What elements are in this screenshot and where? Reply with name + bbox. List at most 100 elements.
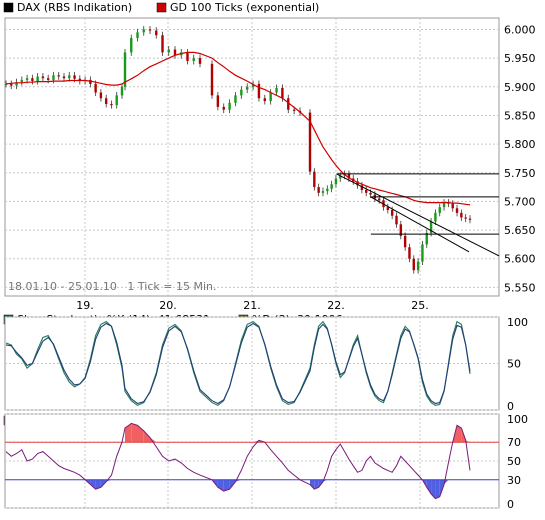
trendline <box>336 173 500 257</box>
candle-body <box>386 207 390 211</box>
range-note: 18.01.10 - 25.01.10 1 Tick = 15 Min. <box>8 280 217 293</box>
candle-body <box>161 35 164 53</box>
candle-body <box>334 178 338 185</box>
y-tick-label: 5.800 <box>504 138 536 151</box>
y-tick-label: 30 <box>507 474 521 487</box>
candle-body <box>57 75 60 77</box>
x-tick-label: 21. <box>243 299 261 312</box>
candle-body <box>412 258 415 271</box>
candle-body <box>408 247 411 259</box>
candle-body <box>421 244 424 262</box>
legend-label: DAX (RBS Indikation) <box>17 1 132 14</box>
y-tick-label: 5.650 <box>504 224 536 237</box>
rsi-panel: 100 70 50 30 0 <box>4 413 528 511</box>
x-tick-label: 19. <box>76 299 94 312</box>
y-tick-label: 5.600 <box>504 253 536 266</box>
candle-body <box>216 95 220 107</box>
stochastic-panel: 100 50 0 <box>4 316 528 413</box>
y-tick-label: 70 <box>507 436 521 449</box>
rsi-oversold-fill <box>90 479 96 490</box>
y-tick-label: 100 <box>507 316 528 329</box>
candle-body <box>234 95 237 103</box>
candle-body <box>395 215 398 225</box>
candle-body <box>321 191 325 193</box>
rsi-oversold-fill <box>435 479 440 499</box>
y-tick-label: 0 <box>507 498 514 511</box>
candle-body <box>173 49 177 56</box>
candle-body <box>228 102 231 110</box>
candle-body <box>269 92 272 102</box>
candle-body <box>41 76 45 79</box>
candle-body <box>292 109 296 111</box>
candle-body <box>275 87 278 93</box>
rsi-overbought-fill <box>143 430 150 443</box>
candle-body <box>20 79 24 83</box>
candle-body <box>464 217 467 219</box>
rsi-oversold-fill <box>223 479 230 492</box>
candle-body <box>451 203 454 209</box>
candle-body <box>15 82 18 86</box>
candle-body <box>339 175 342 179</box>
rsi-overbought-fill <box>457 425 462 443</box>
y-tick-label: 5.900 <box>504 81 536 94</box>
candle-body <box>390 210 394 216</box>
candle-body <box>142 29 145 33</box>
candle-body <box>365 189 368 193</box>
candle-body <box>31 78 34 82</box>
candle-body <box>68 75 71 79</box>
candle-body <box>94 83 97 93</box>
candle-body <box>25 78 29 80</box>
candle-body <box>240 89 243 96</box>
candle-body <box>246 86 249 90</box>
candle-body <box>148 29 152 31</box>
rsi-overbought-fill <box>150 437 157 443</box>
candle-body <box>130 38 133 53</box>
candle-body <box>455 208 459 213</box>
rsi-oversold-fill <box>310 479 315 490</box>
rsi-overbought-fill <box>125 423 132 443</box>
y-tick-label: 5.950 <box>504 52 536 65</box>
candle-body <box>308 112 312 172</box>
candle-body <box>4 83 8 85</box>
y-tick-label: 5.700 <box>504 195 536 208</box>
candle-body <box>287 98 290 110</box>
legend-main: DAX (RBS Indikation) GD 100 Ticks (expone… <box>3 1 319 14</box>
candle-body <box>360 185 364 190</box>
rsi-oversold-fill <box>431 479 436 499</box>
candle-body <box>210 63 214 96</box>
y-tick-label: 5.550 <box>504 281 536 294</box>
candle-body <box>330 184 333 189</box>
legend-swatch <box>156 2 167 13</box>
candle-body <box>123 52 127 87</box>
candle-body <box>198 58 202 64</box>
rsi-overbought-fill <box>131 423 138 443</box>
candle-body <box>263 98 266 102</box>
candle-body <box>89 79 92 84</box>
candle-body <box>438 207 441 213</box>
candle-body <box>52 75 55 80</box>
x-tick-label: 22. <box>327 299 345 312</box>
candle-body <box>62 76 66 79</box>
candle-body <box>399 224 403 236</box>
candle-body <box>222 106 225 110</box>
candle-body <box>313 171 316 188</box>
y-tick-label: 50 <box>507 358 521 371</box>
y-tick-label: 0 <box>507 400 514 413</box>
candle-body <box>403 235 407 248</box>
candle-body <box>120 86 124 96</box>
candle-body <box>257 83 261 99</box>
candle-body <box>192 58 195 61</box>
price-panel: 6.000 5.950 5.900 5.850 5.800 5.750 5.700 5.650… <box>4 17 536 312</box>
candle-body <box>317 187 320 193</box>
legend-label: GD 100 Ticks (exponential) <box>170 1 319 14</box>
candle-body <box>104 98 108 104</box>
rsi-oversold-fill <box>426 479 432 494</box>
candle-body <box>167 49 170 53</box>
y-tick-label: 50 <box>507 455 521 468</box>
candle-body <box>460 212 463 218</box>
candle-body <box>377 198 381 201</box>
y-tick-label: 6.000 <box>504 23 536 36</box>
candle-body <box>356 181 359 186</box>
